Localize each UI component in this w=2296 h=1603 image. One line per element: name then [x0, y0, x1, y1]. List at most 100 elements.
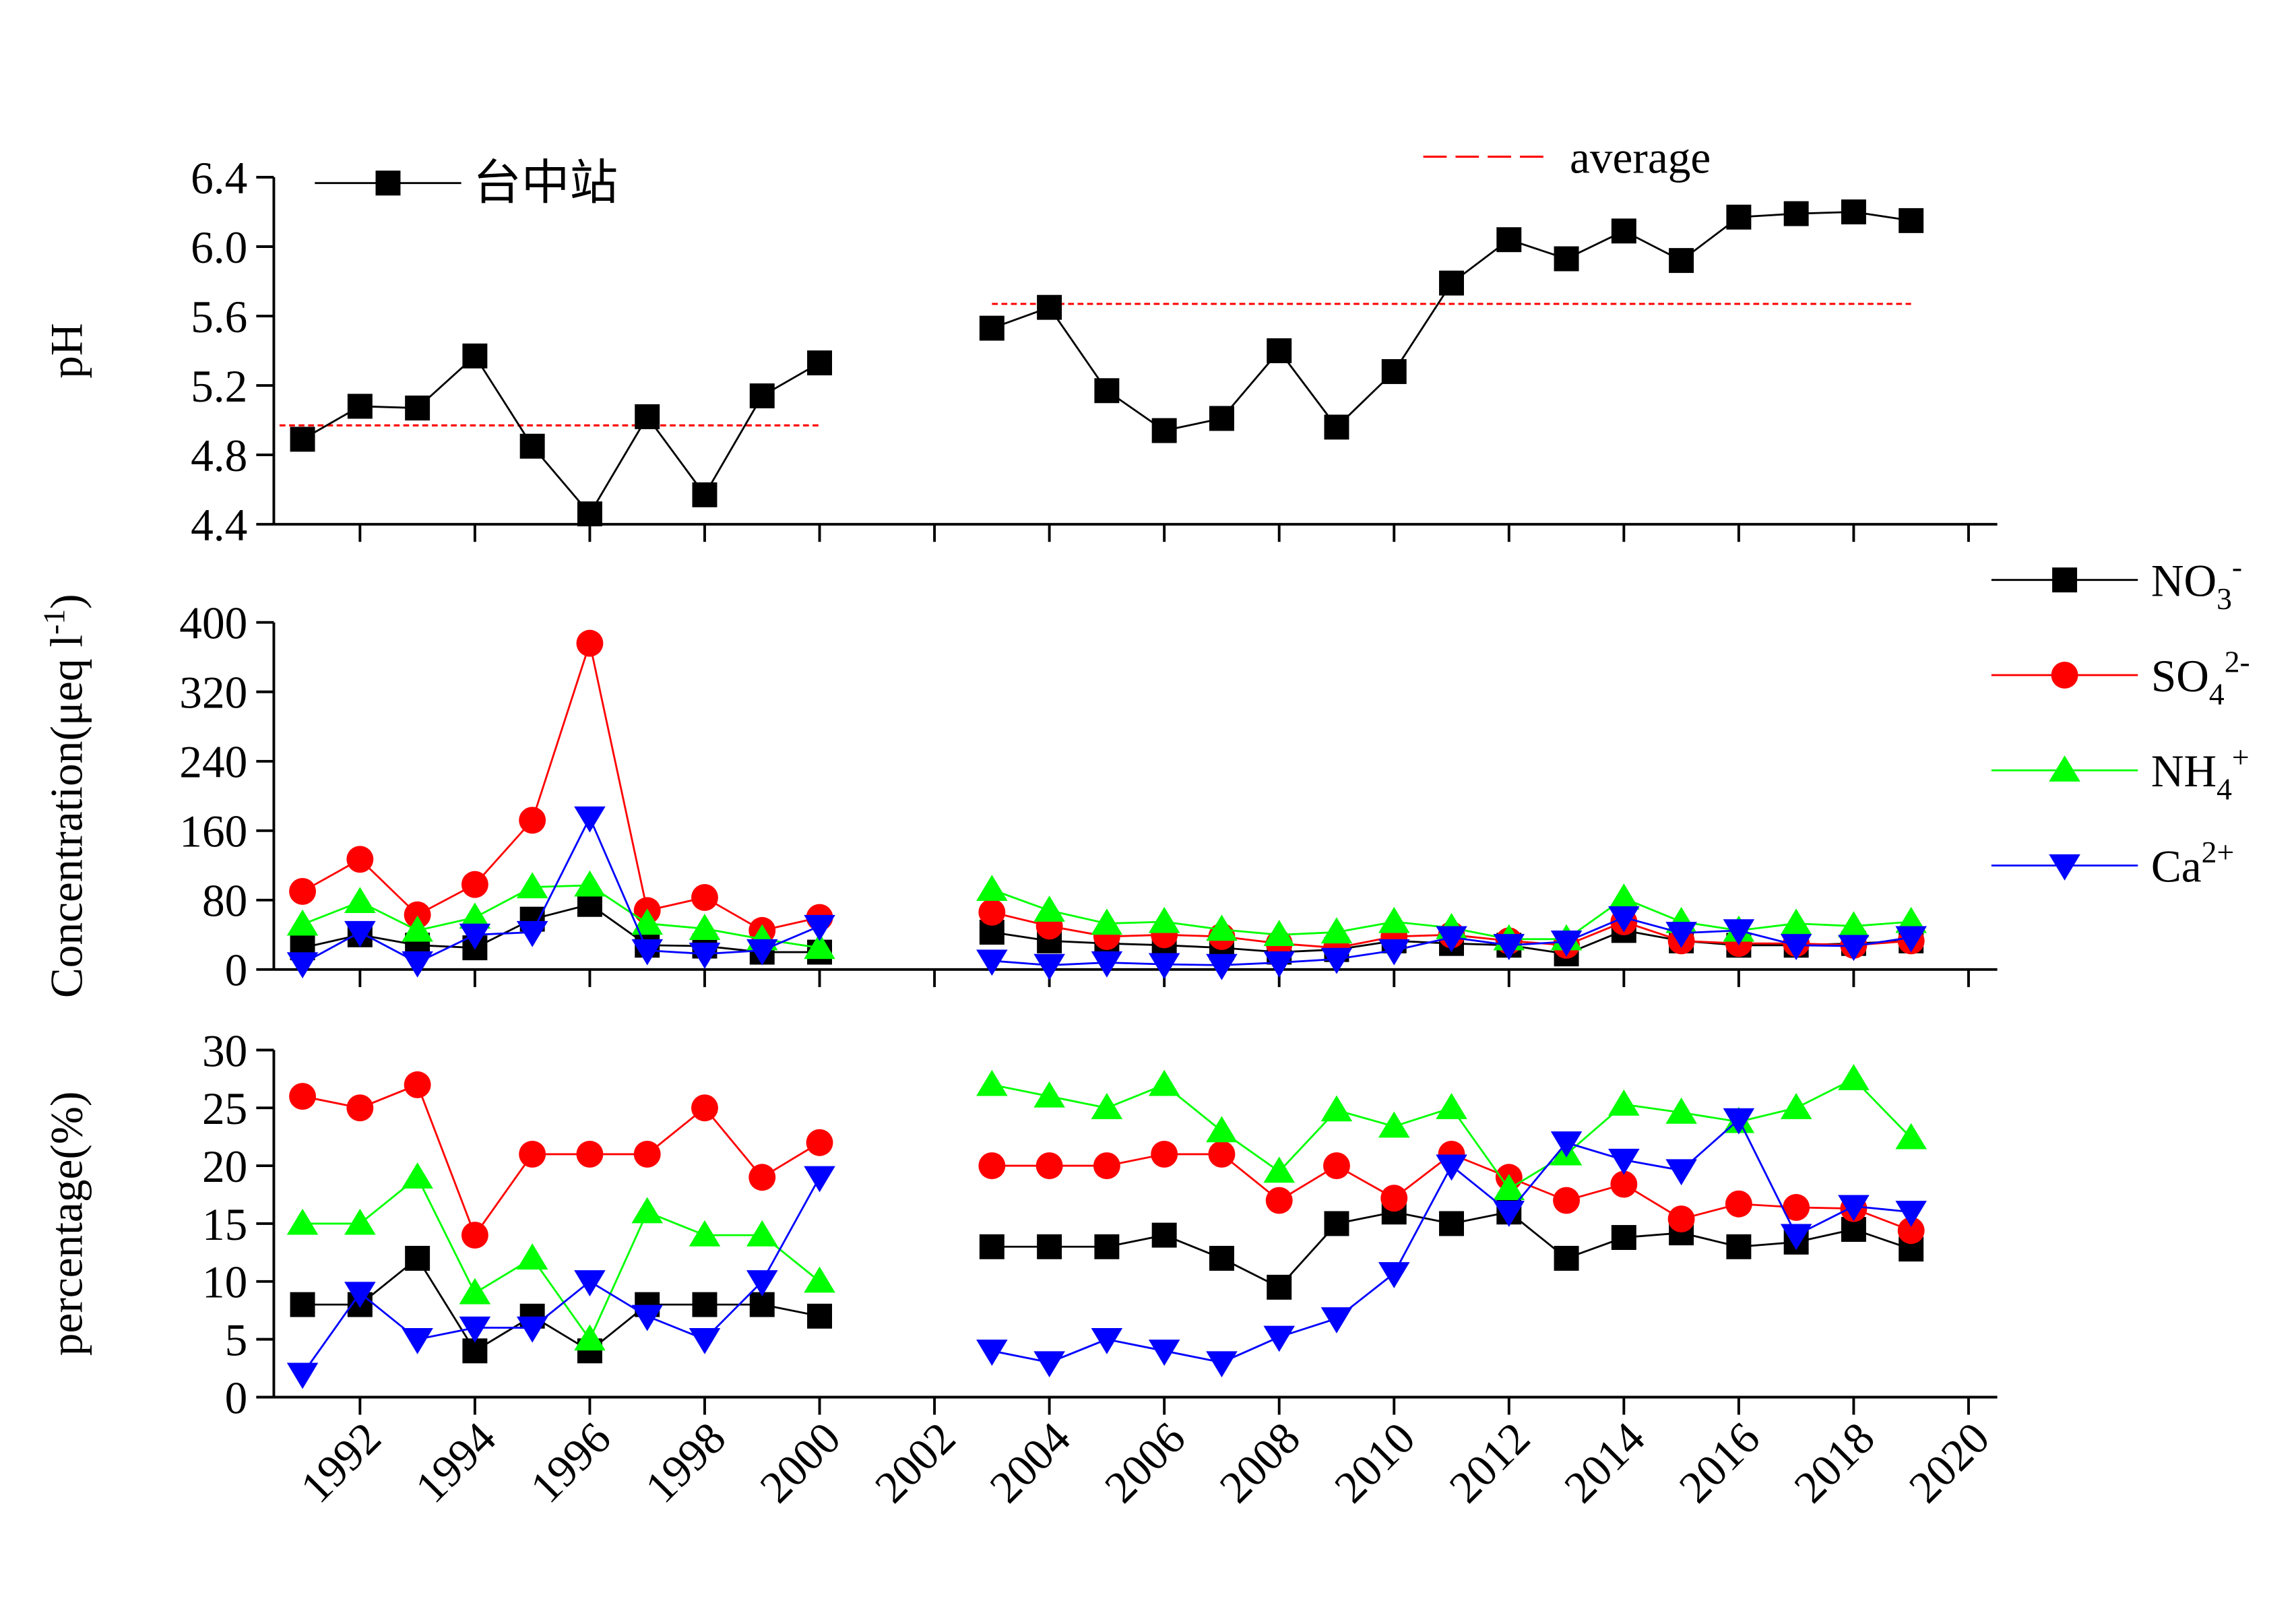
data-point [1209, 1245, 1234, 1271]
series-line [302, 815, 821, 965]
data-point [1439, 1211, 1464, 1236]
legend-label-main: Ca [2151, 841, 2202, 891]
legend-label-ph: 台中站 [473, 154, 618, 211]
data-point [1895, 926, 1927, 953]
data-point [1667, 1205, 1695, 1233]
data-point [286, 1362, 319, 1389]
y-axis-label: Concentration(μeq l-1) [37, 594, 92, 998]
data-point [804, 1166, 835, 1193]
legend-label-main: SO [2151, 651, 2209, 701]
data-point [1608, 906, 1640, 933]
data-point [1838, 935, 1870, 962]
data-point [1091, 1328, 1123, 1354]
legend-label-subscript: 4 [2209, 677, 2225, 711]
data-point [1380, 1185, 1408, 1212]
data-point [1094, 378, 1120, 404]
data-point [344, 887, 376, 914]
x-tick-label: 2018 [1785, 1412, 1884, 1512]
data-point [1554, 1245, 1579, 1271]
data-point [1783, 201, 1809, 226]
data-point [1033, 1081, 1065, 1108]
data-point [1665, 1097, 1697, 1124]
data-point [402, 1162, 433, 1189]
data-point [1665, 922, 1697, 948]
percentage-panel: 0 5 10 15 20 25 30 percentage(%) [42, 1026, 1998, 1423]
data-point [1151, 1222, 1177, 1248]
data-point [519, 433, 545, 459]
data-point [1381, 358, 1407, 384]
data-point [1493, 1201, 1525, 1227]
y-axis-label-main: Concentration(μeq l [42, 635, 92, 998]
legend-label-superscript: - [2232, 549, 2242, 584]
data-point [347, 394, 373, 419]
data-point [574, 1324, 606, 1351]
legend-label: NH4+ [2151, 740, 2250, 807]
data-point [1148, 906, 1180, 933]
y-tick-label: 5 [225, 1315, 248, 1366]
legend-label-subscript: 4 [2217, 772, 2232, 807]
data-point [402, 915, 433, 942]
data-point [519, 1140, 546, 1168]
data-point [691, 1094, 718, 1122]
data-point [746, 1270, 778, 1296]
data-point [749, 383, 775, 408]
data-point [806, 1129, 833, 1156]
data-point [691, 883, 718, 911]
legend-label: SO42- [2151, 645, 2250, 712]
data-point [1378, 906, 1410, 933]
y-tick-label: 20 [202, 1141, 247, 1192]
y-tick-label: 25 [202, 1083, 247, 1134]
series-line [302, 1176, 821, 1342]
data-point [346, 846, 374, 873]
data-point [807, 350, 833, 376]
data-point [1148, 953, 1180, 980]
legend-label: Ca2+ [2151, 835, 2234, 891]
y-tick-label: 4.8 [191, 431, 247, 481]
x-tick-label: 2006 [1095, 1412, 1194, 1512]
data-point [1496, 227, 1522, 253]
data-point [1669, 248, 1694, 274]
data-point [979, 1234, 1004, 1259]
y-tick-label: 15 [202, 1199, 247, 1250]
data-point [1208, 1140, 1236, 1168]
series-line [302, 1083, 821, 1238]
y-tick-label: 5.2 [191, 361, 247, 412]
data-point [978, 898, 1006, 926]
data-point [1320, 1307, 1353, 1333]
data-point [1033, 953, 1065, 980]
x-tick-label: 2016 [1669, 1412, 1769, 1512]
series-line [302, 354, 821, 516]
y-tick-label: 80 [202, 876, 247, 926]
data-point [286, 952, 319, 978]
data-point [1895, 1123, 1927, 1150]
data-point [459, 1316, 491, 1343]
data-point [1148, 1340, 1180, 1366]
legend-label-superscript: 2- [2225, 645, 2250, 679]
data-point [1324, 414, 1349, 440]
data-point [1493, 934, 1525, 960]
data-point [1209, 406, 1234, 431]
data-point [1267, 338, 1292, 364]
data-point [1841, 199, 1866, 224]
data-point [1033, 1351, 1065, 1378]
x-tick-label: 1992 [290, 1412, 390, 1512]
data-point [746, 939, 778, 966]
data-point [692, 1292, 718, 1317]
data-point [689, 1220, 721, 1247]
data-point [1151, 418, 1177, 443]
data-point [516, 1316, 548, 1343]
data-point [631, 1197, 663, 1224]
data-point [976, 1069, 1008, 1096]
data-point [631, 1305, 663, 1331]
series-line [991, 211, 1911, 432]
data-point [1436, 926, 1467, 953]
data-point [1897, 1217, 1925, 1245]
y-tick-label: 6.4 [191, 153, 247, 203]
series-line [302, 903, 820, 953]
data-point [289, 1083, 317, 1110]
data-point [1725, 1190, 1752, 1218]
data-point [635, 404, 660, 429]
y-tick-label: 5.6 [191, 292, 247, 342]
data-point [748, 1164, 776, 1191]
data-point [1493, 1174, 1525, 1201]
